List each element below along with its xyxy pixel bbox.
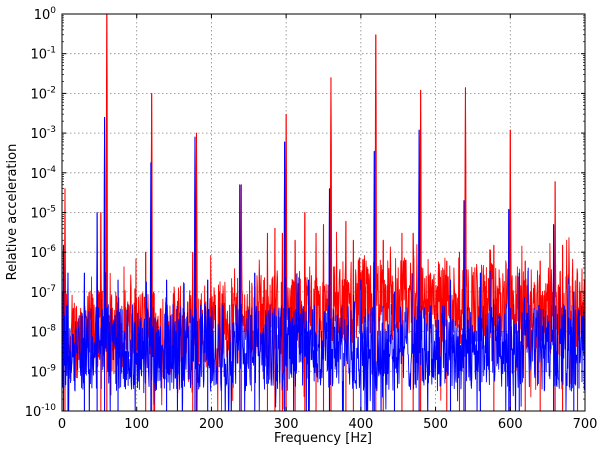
y-tick-label: 10-9 bbox=[30, 363, 56, 380]
y-tick-label: 10-1 bbox=[30, 46, 56, 63]
y-tick-label: 10-8 bbox=[30, 324, 56, 341]
y-tick-label: 10-2 bbox=[30, 85, 56, 102]
x-tick-label: 500 bbox=[423, 417, 448, 432]
y-axis-title: Relative acceleration bbox=[5, 144, 20, 281]
axis-ticks: 0 100 200 300 400 500 600 700 10-10 10-9 10-8 10-7 1… bbox=[25, 6, 598, 432]
y-tick-label: 10-7 bbox=[30, 284, 56, 301]
y-tick-label: 10-3 bbox=[30, 125, 56, 142]
plot-area bbox=[62, 14, 585, 411]
y-tick-label: 10-5 bbox=[30, 205, 56, 222]
y-tick-label: 100 bbox=[34, 6, 57, 23]
x-tick-label: 200 bbox=[199, 417, 224, 432]
x-tick-label: 300 bbox=[274, 417, 299, 432]
x-tick-label: 400 bbox=[348, 417, 373, 432]
x-tick-label: 0 bbox=[58, 417, 66, 432]
y-tick-label: 10-4 bbox=[30, 165, 56, 182]
y-tick-label: 10-6 bbox=[30, 244, 56, 261]
x-tick-label: 700 bbox=[573, 417, 598, 432]
x-tick-label: 600 bbox=[498, 417, 523, 432]
x-axis-title: Frequency [Hz] bbox=[274, 431, 372, 446]
series-line-1 bbox=[62, 116, 585, 411]
x-tick-label: 100 bbox=[124, 417, 149, 432]
y-tick-label: 10-10 bbox=[25, 403, 57, 420]
